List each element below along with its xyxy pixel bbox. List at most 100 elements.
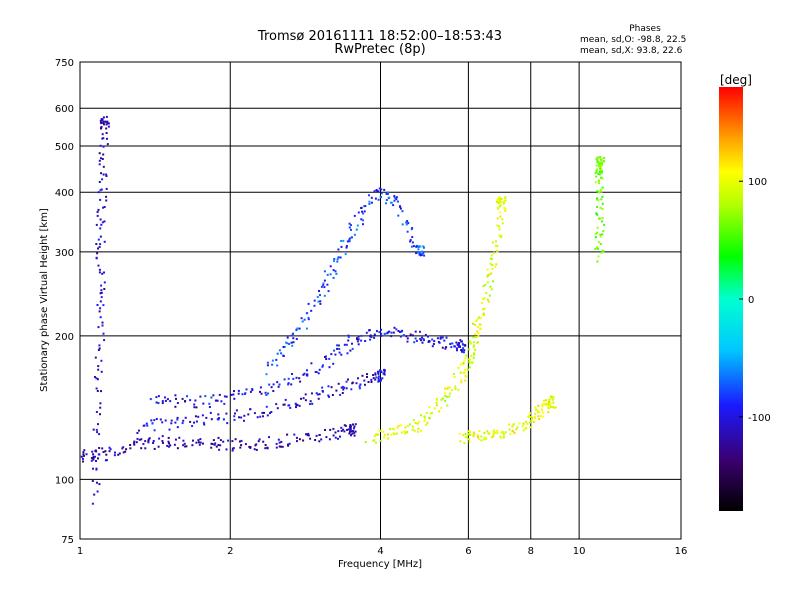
data-point: [477, 437, 480, 440]
data-point: [292, 332, 295, 335]
data-point: [266, 361, 269, 364]
data-point: [108, 446, 111, 449]
data-point: [307, 316, 310, 319]
data-point: [133, 443, 136, 446]
data-point: [600, 162, 603, 165]
data-point: [383, 370, 386, 373]
data-point: [438, 341, 441, 344]
data-point: [349, 237, 351, 240]
data-point: [446, 386, 449, 389]
data-point: [361, 374, 364, 377]
data-point: [361, 210, 363, 213]
data-point: [344, 253, 347, 256]
data-point: [444, 392, 447, 395]
data-point: [99, 406, 102, 409]
data-point: [509, 432, 512, 435]
x-tick-label: 1: [77, 546, 83, 557]
data-point: [468, 348, 471, 351]
data-point: [220, 400, 223, 403]
data-point: [388, 196, 391, 199]
data-point: [471, 361, 474, 364]
data-point: [359, 383, 362, 386]
data-point: [603, 223, 606, 226]
data-point: [201, 414, 204, 417]
data-point: [490, 254, 493, 257]
data-point: [498, 211, 501, 214]
data-point: [496, 206, 499, 209]
data-point: [106, 143, 109, 146]
data-point: [395, 432, 398, 435]
data-point: [549, 404, 552, 407]
data-point: [100, 289, 103, 292]
data-point: [340, 353, 343, 356]
data-point: [377, 375, 380, 378]
data-point: [414, 422, 417, 424]
data-point: [401, 210, 404, 213]
data-point: [472, 431, 475, 434]
data-point: [101, 447, 104, 450]
data-point: [406, 425, 409, 428]
data-point: [199, 438, 202, 441]
data-point: [335, 272, 338, 275]
data-point: [472, 346, 475, 349]
data-point: [155, 401, 158, 404]
data-point: [333, 260, 335, 263]
data-point: [383, 436, 386, 439]
data-point: [500, 234, 503, 237]
data-point: [389, 428, 392, 431]
data-point: [516, 426, 519, 429]
data-point: [503, 200, 505, 203]
data-point: [502, 432, 505, 435]
data-point: [322, 283, 325, 286]
colorbar-label: [deg]: [720, 73, 752, 87]
data-point: [149, 398, 152, 401]
data-point: [374, 373, 377, 376]
data-point: [340, 429, 343, 432]
phase-info-title: Phases: [629, 24, 661, 34]
data-point: [151, 422, 154, 425]
data-point: [486, 430, 489, 433]
data-point: [598, 161, 601, 164]
data-point: [401, 223, 404, 226]
data-point: [596, 260, 599, 263]
data-point: [482, 298, 485, 301]
data-point: [498, 228, 501, 231]
data-point: [286, 433, 289, 436]
data-point: [475, 336, 478, 338]
colorbar-ticks: 100 0 -100: [739, 177, 771, 424]
data-point: [353, 214, 356, 217]
data-point: [477, 334, 480, 337]
data-point: [377, 380, 380, 383]
data-point: [256, 416, 259, 419]
data-point: [287, 444, 290, 447]
data-point: [98, 163, 101, 166]
data-point: [168, 442, 171, 445]
data-point: [102, 206, 105, 209]
data-point: [319, 294, 321, 297]
data-point: [466, 436, 469, 439]
data-point: [306, 369, 308, 372]
data-point: [287, 443, 289, 446]
data-point: [596, 156, 599, 159]
data-point: [255, 443, 258, 446]
data-point: [340, 386, 343, 389]
data-point: [364, 441, 367, 443]
data-point: [178, 436, 181, 439]
data-point: [97, 453, 100, 456]
data-point: [348, 222, 351, 225]
data-point: [240, 439, 243, 442]
data-point: [380, 188, 383, 191]
data-point: [185, 445, 188, 448]
data-point: [164, 396, 166, 399]
data-point: [102, 121, 105, 124]
data-point: [194, 399, 197, 402]
data-point: [82, 457, 84, 460]
data-point: [338, 351, 341, 354]
data-point: [403, 430, 406, 433]
data-point: [217, 444, 220, 446]
y-ticks: 75 100 200 300 400 500 600 750: [55, 58, 74, 546]
data-point: [463, 359, 466, 362]
data-point: [215, 445, 218, 448]
data-point: [232, 447, 235, 450]
data-point: [197, 439, 200, 442]
